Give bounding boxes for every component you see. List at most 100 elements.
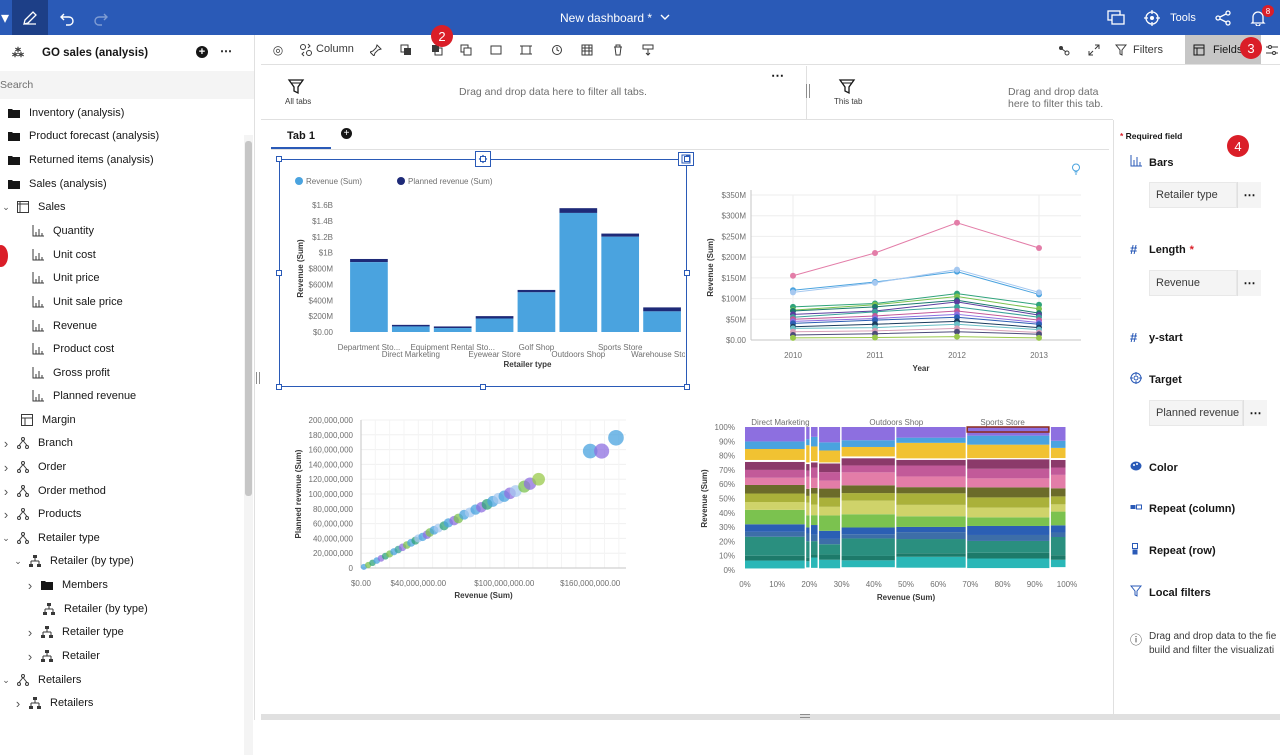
dashboard-title-menu[interactable]: New dashboard *: [560, 0, 670, 35]
tree-item[interactable]: Retailer (by type): [38, 598, 148, 620]
tree-item[interactable]: › Retailers: [12, 692, 94, 714]
panel-resize-handle[interactable]: [256, 372, 260, 384]
visualization-type-button[interactable]: Column: [316, 43, 354, 55]
tree-item[interactable]: Sales (analysis): [3, 173, 107, 195]
tree-item[interactable]: Unit price: [27, 267, 99, 289]
chevron-right-icon[interactable]: ›: [27, 648, 33, 664]
overflow-menu-icon[interactable]: ⋯: [220, 44, 232, 58]
chevron-right-icon[interactable]: ›: [3, 506, 9, 522]
tree-item[interactable]: ⌄ Retailer (by type): [12, 550, 134, 572]
resize-handle[interactable]: [684, 156, 690, 162]
redo-icon[interactable]: [88, 0, 114, 35]
bars-slot-value[interactable]: Retailer type: [1149, 182, 1237, 208]
tools-icon[interactable]: [1142, 0, 1162, 35]
area-segment: [841, 485, 895, 494]
tree-item[interactable]: ⌄ Retailer type: [0, 527, 100, 549]
tree-item[interactable]: › Retailer type: [24, 621, 124, 643]
target-slot-value[interactable]: Planned revenue: [1149, 400, 1243, 426]
tree-item[interactable]: Returned items (analysis): [3, 149, 154, 171]
expand-icon[interactable]: [1085, 41, 1103, 59]
overflow-menu-icon[interactable]: ⋯: [1237, 270, 1261, 296]
undo-icon[interactable]: [54, 0, 80, 35]
chevron-right-icon[interactable]: ›: [27, 577, 33, 593]
chevron-right-icon[interactable]: ›: [3, 459, 9, 475]
palette-icon[interactable]: ◎: [272, 43, 284, 57]
resize-handle[interactable]: [480, 156, 486, 162]
chevron-right-icon[interactable]: ›: [27, 624, 33, 640]
tree-item[interactable]: › Order: [0, 456, 66, 478]
tree-item[interactable]: ⌄ Sales: [0, 196, 66, 218]
drill-icon[interactable]: [639, 41, 657, 59]
area-segment: [967, 444, 1050, 459]
line-chart[interactable]: $0.00 $50M $100M $150M $200M $250M $300M $350M 2…: [701, 165, 1101, 405]
tree-item[interactable]: ⌄ Retailers: [0, 669, 81, 691]
add-icon[interactable]: +: [196, 46, 208, 58]
share-icon[interactable]: [1213, 0, 1233, 35]
delete-icon[interactable]: [609, 41, 627, 59]
comment-icon[interactable]: [1105, 0, 1127, 35]
tree-item[interactable]: › Products: [0, 503, 82, 525]
timer-icon[interactable]: [548, 41, 566, 59]
scatter-chart[interactable]: 0 20,000,000 40,000,000 60,000,000 80,000,00…: [291, 410, 671, 610]
bottom-resize-handle[interactable]: [800, 714, 810, 718]
chevron-down-icon[interactable]: ⌄: [2, 532, 10, 543]
source-title[interactable]: GO sales (analysis): [42, 47, 149, 59]
resize-handle[interactable]: [480, 384, 486, 390]
table-view-icon[interactable]: [578, 41, 596, 59]
tree-item[interactable]: Product cost: [27, 338, 114, 360]
tree-item[interactable]: Unit sale price: [27, 291, 123, 313]
chevron-down-icon[interactable]: ⌄: [2, 201, 10, 212]
overflow-menu-icon[interactable]: ⋯: [771, 68, 784, 83]
this-tab-filter-area[interactable]: This tab Drag and drop data here to filt…: [812, 66, 1113, 120]
tree-item[interactable]: Gross profit: [27, 362, 110, 384]
tree-item[interactable]: › Branch: [0, 432, 73, 454]
search-input[interactable]: Search: [0, 71, 254, 99]
chevron-down-icon[interactable]: ⌄: [2, 674, 10, 685]
lightbulb-icon[interactable]: [1071, 163, 1081, 178]
tree-item[interactable]: › Retailer: [24, 645, 100, 667]
bar-chart-widget[interactable]: Revenue (Sum) Planned revenue (Sum) $0.00 $…: [279, 159, 687, 387]
properties-icon[interactable]: [1263, 41, 1280, 59]
bring-forward-icon[interactable]: [397, 41, 415, 59]
connection-icon[interactable]: [1055, 41, 1073, 59]
edit-mode-icon[interactable]: [12, 0, 48, 35]
overflow-menu-icon[interactable]: ⋯: [1243, 400, 1267, 426]
resize-handle[interactable]: [276, 270, 282, 276]
tree-item[interactable]: Planned revenue: [27, 385, 136, 407]
pin-icon[interactable]: [367, 41, 385, 59]
resize-handle[interactable]: [684, 270, 690, 276]
length-slot-value[interactable]: Revenue: [1149, 270, 1237, 296]
tree-item[interactable]: Unit cost: [27, 244, 96, 266]
chevron-right-icon[interactable]: ›: [3, 483, 9, 499]
add-tab-icon[interactable]: +: [341, 128, 352, 139]
duplicate-icon[interactable]: [457, 41, 475, 59]
chevron-down-icon[interactable]: ⌄: [14, 555, 22, 566]
resize-handle[interactable]: [276, 156, 282, 162]
tools-button[interactable]: Tools: [1170, 11, 1196, 24]
filters-button[interactable]: Filters: [1115, 41, 1163, 59]
tree-scrollbar[interactable]: [244, 135, 253, 755]
tree-item[interactable]: Revenue: [27, 315, 97, 337]
notification-icon[interactable]: [1248, 0, 1268, 35]
resize-handle[interactable]: [684, 384, 690, 390]
tree-item[interactable]: Quantity: [27, 220, 94, 242]
resize-handle[interactable]: [276, 384, 282, 390]
tree-item[interactable]: › Order method: [0, 480, 106, 502]
tab-1[interactable]: Tab 1: [271, 125, 331, 149]
tree-item[interactable]: Product forecast (analysis): [3, 125, 159, 147]
tree-item[interactable]: Inventory (analysis): [3, 102, 124, 124]
stacked-area-chart[interactable]: 0% 10% 20% 30% 40% 50% 60% 70% 80% 90% 100% 0% 10% 20…: [701, 410, 1101, 610]
canvas-scrollbar[interactable]: [261, 714, 1280, 720]
send-backward-icon[interactable]: [428, 41, 446, 59]
tree-item[interactable]: › Members: [24, 574, 108, 596]
change-visualization-icon[interactable]: [297, 41, 315, 59]
all-tabs-filter-area[interactable]: All tabs Drag and drop data here to filt…: [261, 66, 810, 120]
filter-resize-handle[interactable]: [806, 84, 810, 98]
tree-item[interactable]: Margin: [16, 409, 76, 431]
overflow-menu-icon[interactable]: ⋯: [1237, 182, 1261, 208]
fit-icon[interactable]: [517, 41, 535, 59]
focus-view-icon[interactable]: [487, 41, 505, 59]
chevron-right-icon[interactable]: ›: [15, 695, 21, 711]
chevron-right-icon[interactable]: ›: [3, 435, 9, 451]
chevron-down-icon[interactable]: ▾: [0, 9, 10, 27]
